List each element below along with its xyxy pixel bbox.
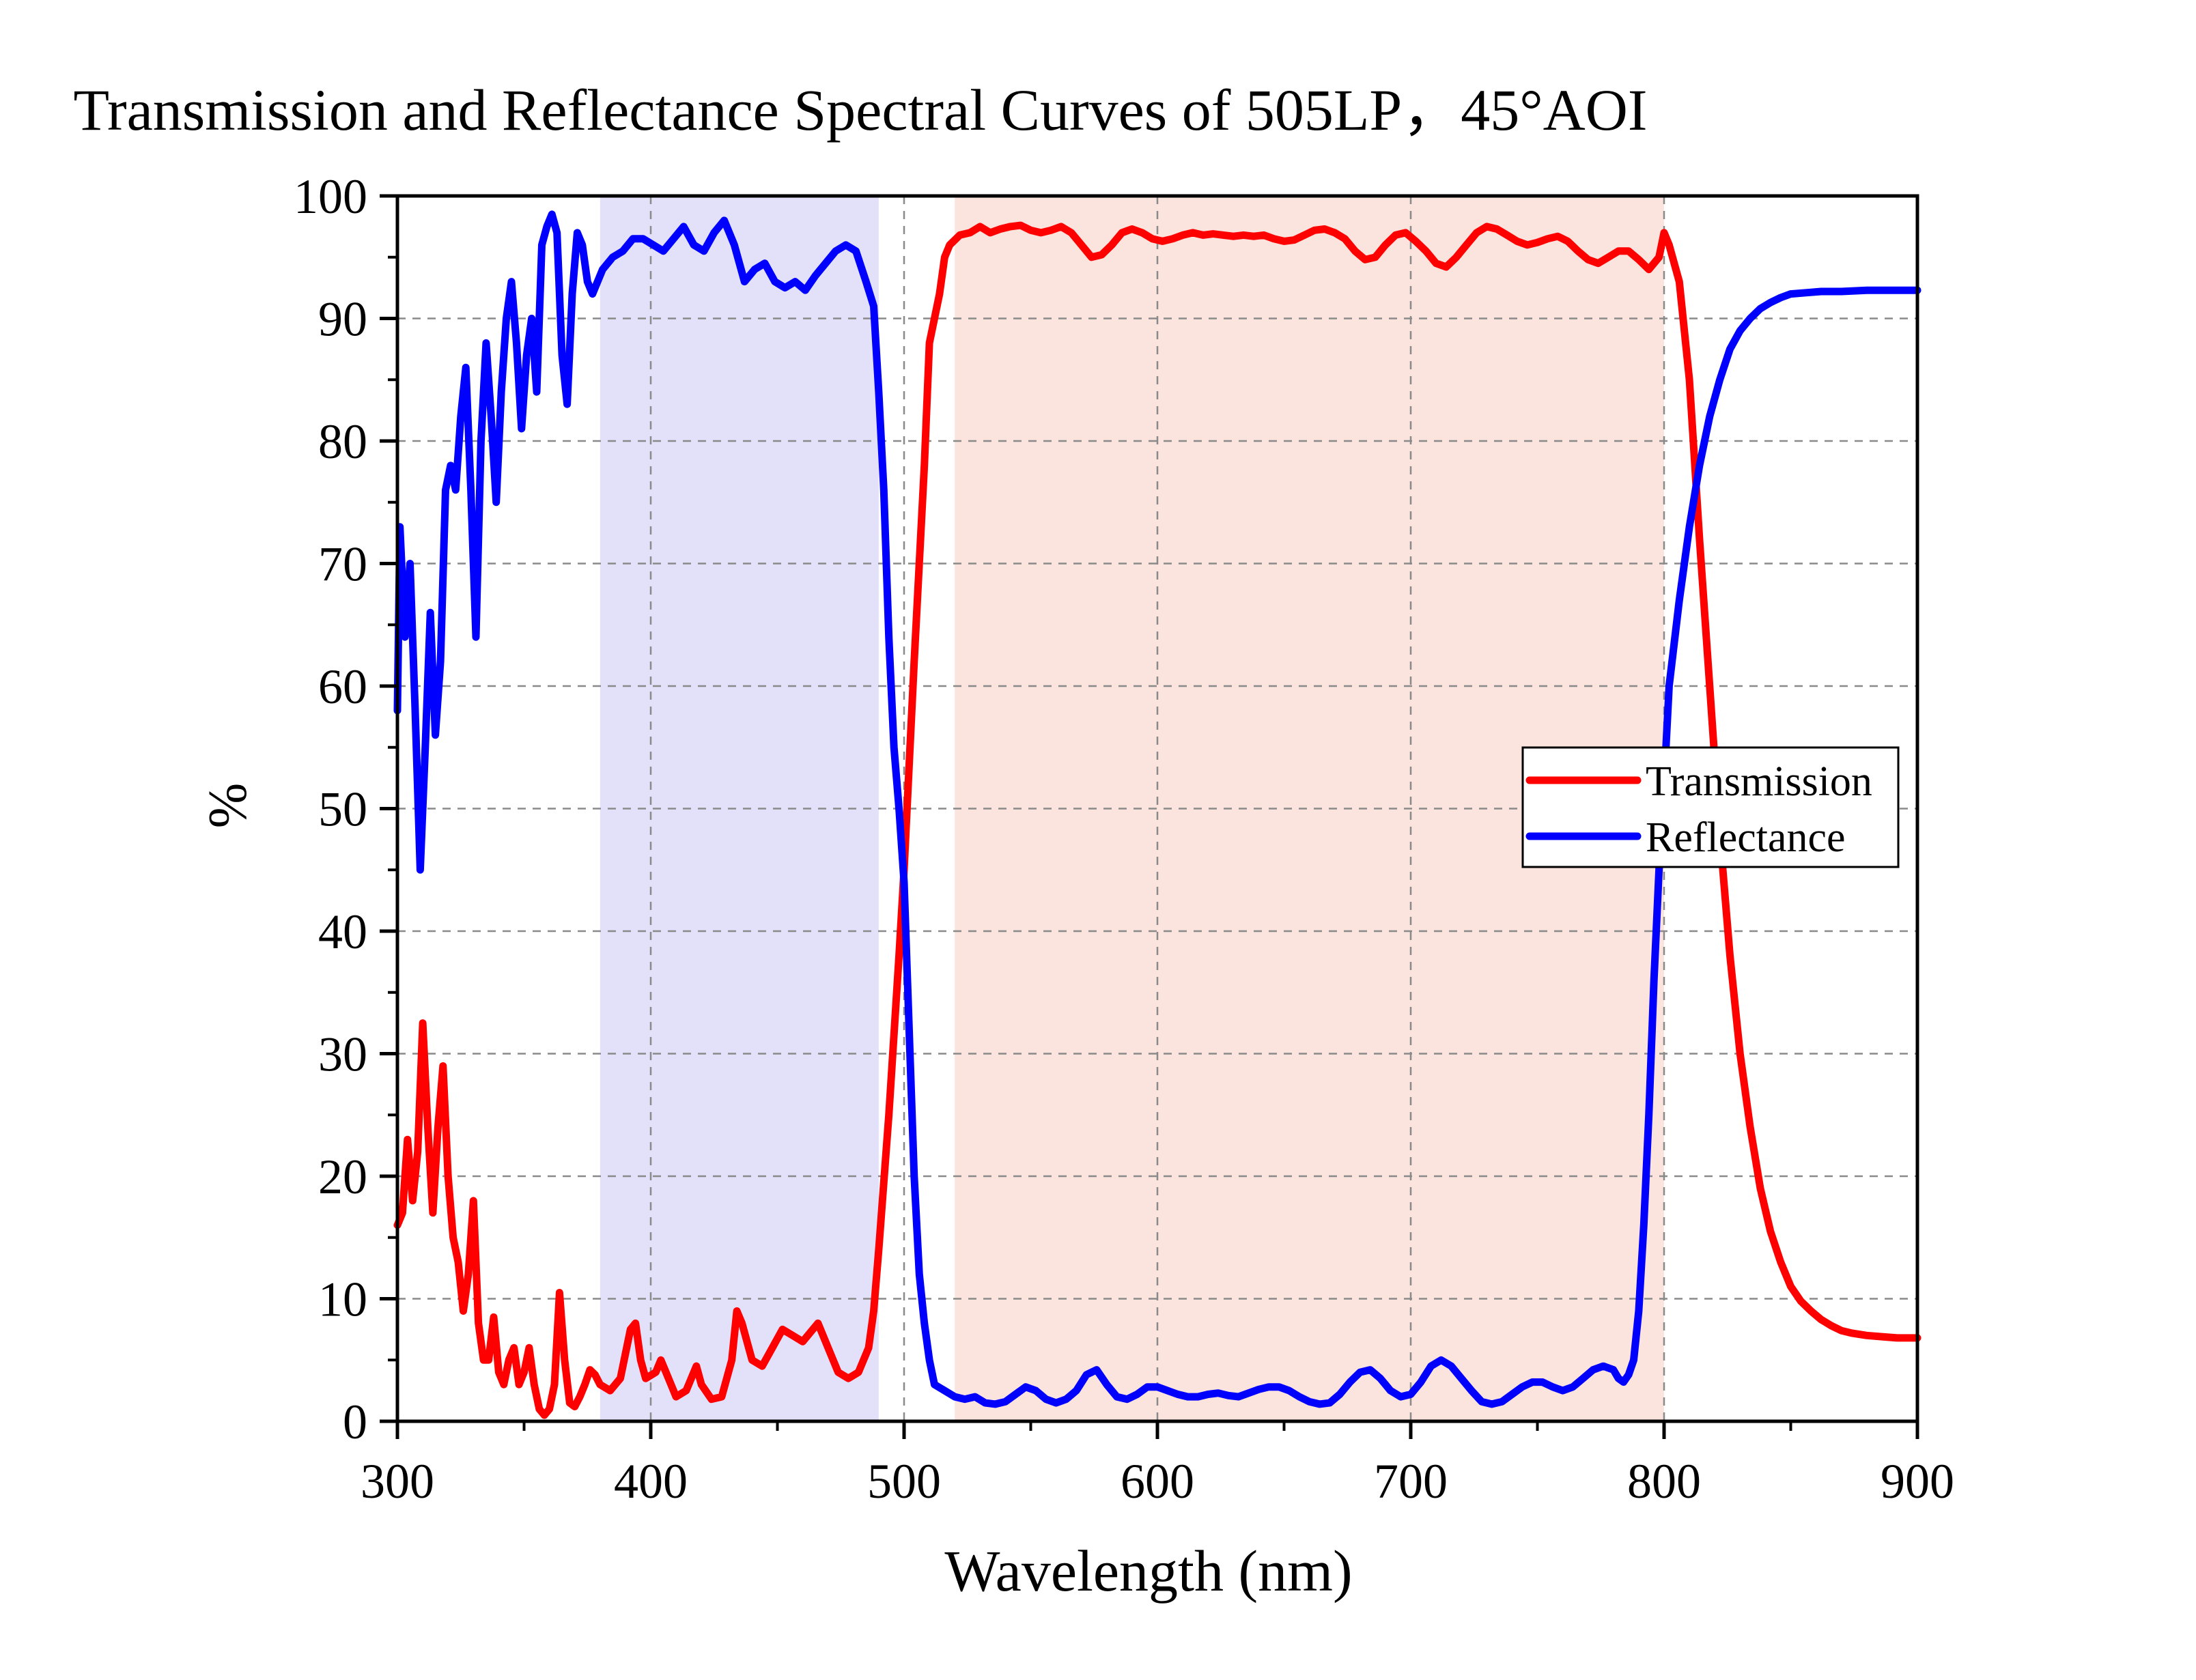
y-axis-label: % xyxy=(198,783,258,829)
x-tick-labels: 300 400 500 600 700 800 900 xyxy=(361,1454,1954,1509)
x-axis-label: Wavelength (nm) xyxy=(944,1538,1352,1604)
axis-ticks xyxy=(380,194,1919,1439)
x-tick-label-500: 500 xyxy=(867,1454,941,1509)
y-tick-label-90: 90 xyxy=(318,292,367,347)
y-tick-label-10: 10 xyxy=(318,1272,367,1327)
x-tick-label-900: 900 xyxy=(1881,1454,1954,1509)
y-tick-label-50: 50 xyxy=(318,782,367,837)
y-tick-labels: 0 10 20 30 40 50 60 70 80 90 100 xyxy=(294,169,367,1449)
y-tick-label-80: 80 xyxy=(318,414,367,469)
series-line-reflectance xyxy=(393,210,1922,1408)
series-line-transmission xyxy=(393,221,1922,1419)
x-tick-label-800: 800 xyxy=(1627,1454,1701,1509)
legend-box xyxy=(1521,746,1900,868)
legend-label-transmission: Transmission xyxy=(1646,758,1872,805)
legend-label-reflectance: Reflectance xyxy=(1646,814,1846,861)
shaded-band-1 xyxy=(600,196,879,1421)
y-tick-label-0: 0 xyxy=(343,1395,367,1449)
y-tick-label-100: 100 xyxy=(294,169,367,224)
legend: Transmission Reflectance xyxy=(1521,746,1900,868)
y-tick-label-20: 20 xyxy=(318,1150,367,1204)
x-tick-label-400: 400 xyxy=(614,1454,688,1509)
chart-title: Transmission and Reflectance Spectral Cu… xyxy=(73,77,1647,143)
y-tick-label-30: 30 xyxy=(318,1027,367,1082)
series-lines xyxy=(393,210,1922,1419)
y-tick-label-60: 60 xyxy=(318,659,367,714)
y-tick-label-70: 70 xyxy=(318,537,367,592)
x-tick-label-600: 600 xyxy=(1121,1454,1194,1509)
x-tick-label-700: 700 xyxy=(1374,1454,1448,1509)
x-tick-label-300: 300 xyxy=(361,1454,434,1509)
y-tick-label-40: 40 xyxy=(318,905,367,959)
